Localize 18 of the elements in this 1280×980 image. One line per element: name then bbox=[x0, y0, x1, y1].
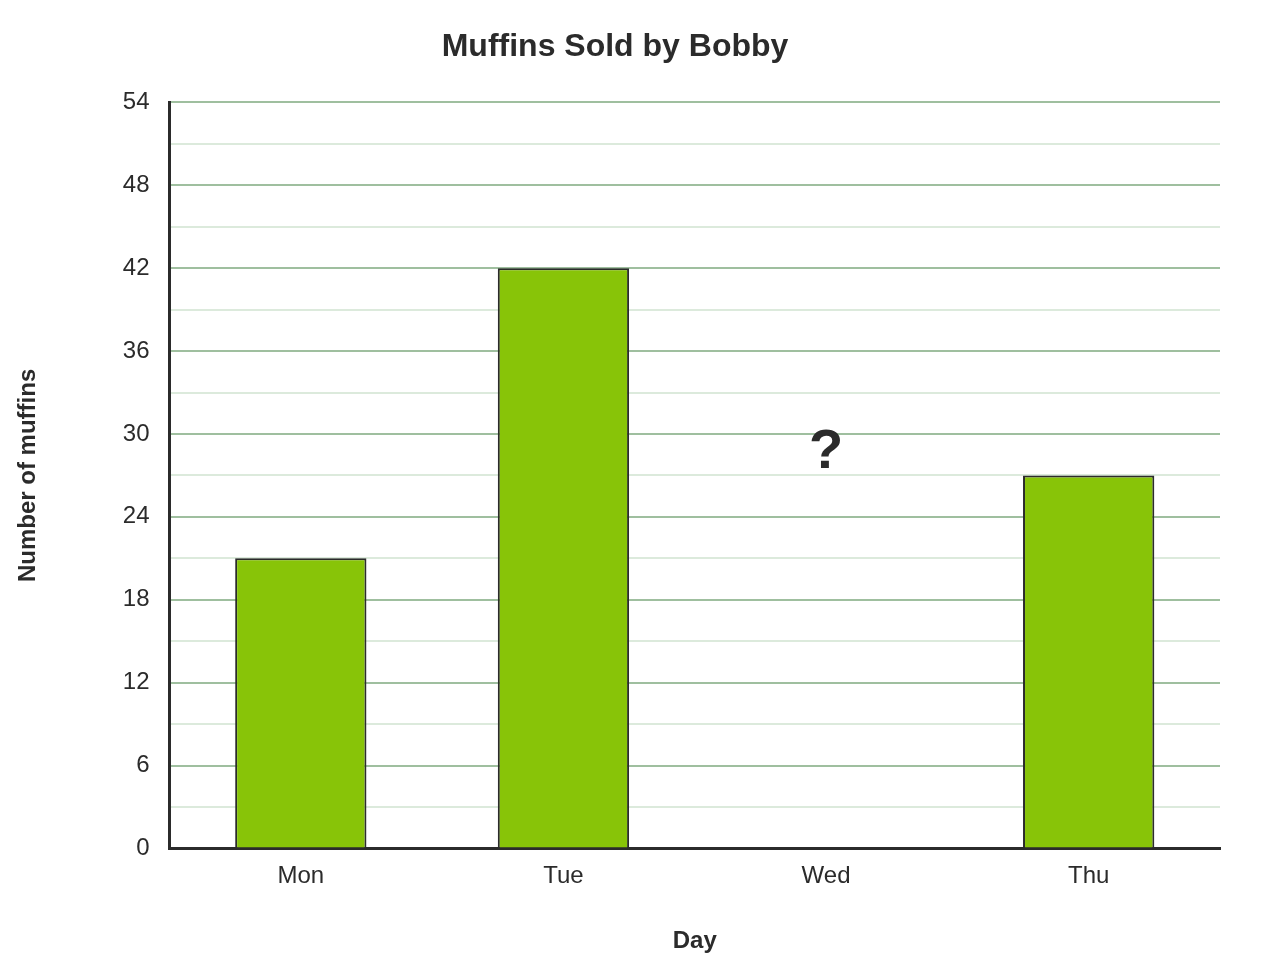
chart-title: Muffins Sold by Bobby bbox=[441, 27, 789, 64]
x-tick-label: Wed bbox=[801, 861, 851, 889]
y-tick-label: 48 bbox=[122, 169, 150, 197]
x-tick-label: Mon bbox=[277, 861, 325, 889]
y-tick-label: 0 bbox=[136, 833, 150, 861]
annotation: ? bbox=[808, 417, 844, 481]
x-tick-label: Tue bbox=[543, 861, 584, 889]
y-tick-label: 54 bbox=[122, 87, 150, 115]
y-tick-label: 24 bbox=[122, 501, 150, 529]
y-tick-label: 42 bbox=[122, 252, 150, 280]
y-tick-label: 36 bbox=[122, 335, 150, 363]
y-axis-title: Number of muffins bbox=[13, 368, 41, 583]
x-tick-label: Thu bbox=[1068, 861, 1110, 889]
y-tick-label: 18 bbox=[122, 584, 150, 612]
y-tick-label: 6 bbox=[136, 750, 150, 778]
y-tick-label: 12 bbox=[122, 667, 150, 695]
y-tick-label: 30 bbox=[122, 418, 150, 446]
x-axis-title: Day bbox=[672, 926, 718, 954]
